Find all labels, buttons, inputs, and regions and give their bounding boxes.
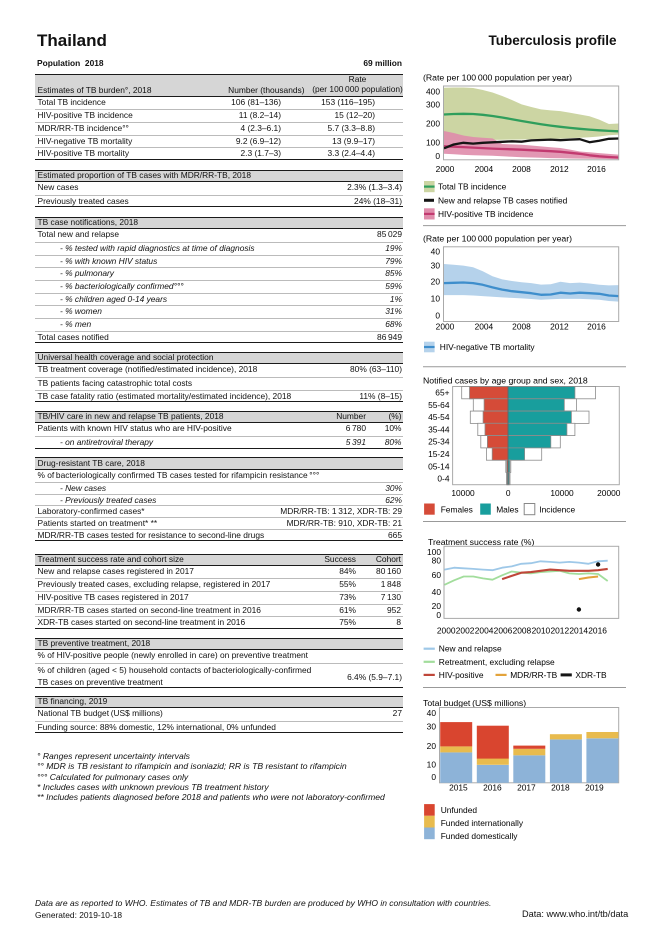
- svg-text:2018: 2018: [551, 783, 570, 793]
- svg-text:200: 200: [426, 119, 440, 129]
- svg-text:2012: 2012: [550, 322, 569, 332]
- svg-text:65+: 65+: [435, 388, 449, 398]
- svg-text:55-64: 55-64: [428, 400, 450, 410]
- svg-text:2004: 2004: [475, 322, 494, 332]
- svg-text:2008: 2008: [512, 164, 531, 174]
- svg-text:New and relapse: New and relapse: [439, 644, 502, 654]
- svg-text:20000: 20000: [597, 488, 621, 498]
- svg-text:30: 30: [431, 260, 441, 270]
- svg-text:10000: 10000: [451, 488, 475, 498]
- svg-text:Funded internationally: Funded internationally: [441, 818, 524, 828]
- svg-text:Unfunded: Unfunded: [441, 805, 478, 815]
- svg-text:2010: 2010: [532, 625, 551, 635]
- svg-text:0: 0: [431, 772, 436, 782]
- svg-text:40: 40: [427, 708, 437, 718]
- svg-text:2015: 2015: [449, 783, 468, 793]
- svg-text:HIV-positive TB incidence: HIV-positive TB incidence: [438, 209, 534, 219]
- svg-text:10: 10: [427, 759, 437, 769]
- svg-text:Males: Males: [496, 504, 518, 514]
- svg-text:2008: 2008: [513, 625, 532, 635]
- svg-text:2012: 2012: [550, 625, 569, 635]
- svg-text:400: 400: [426, 86, 440, 96]
- svg-text:2000: 2000: [436, 322, 455, 332]
- svg-text:0: 0: [506, 488, 511, 498]
- svg-text:Notified cases by age group an: Notified cases by age group and sex, 201…: [423, 376, 588, 386]
- svg-text:2008: 2008: [512, 322, 531, 332]
- svg-text:15-24: 15-24: [428, 449, 450, 459]
- svg-text:Funded domestically: Funded domestically: [441, 831, 519, 841]
- svg-text:Total budget (US$ millions): Total budget (US$ millions): [423, 698, 526, 708]
- svg-text:Retreatment, excluding relapse: Retreatment, excluding relapse: [439, 657, 555, 667]
- svg-text:2017: 2017: [517, 783, 536, 793]
- svg-text:(Rate per 100 000 population p: (Rate per 100 000 population per year): [423, 73, 572, 83]
- svg-text:HIV-negative TB mortality: HIV-negative TB mortality: [440, 342, 536, 352]
- svg-text:2019: 2019: [585, 783, 604, 793]
- svg-text:MDR/RR-TB: MDR/RR-TB: [510, 670, 557, 680]
- svg-text:Females: Females: [441, 504, 473, 514]
- svg-text:100: 100: [426, 137, 440, 147]
- svg-text:2006: 2006: [494, 625, 513, 635]
- svg-text:05-14: 05-14: [428, 461, 450, 471]
- svg-text:45-54: 45-54: [428, 412, 450, 422]
- svg-text:30: 30: [427, 721, 437, 731]
- svg-text:(Rate per 100 000 population p: (Rate per 100 000 population per year): [423, 233, 572, 243]
- svg-text:40: 40: [431, 246, 441, 256]
- svg-text:20: 20: [427, 741, 437, 751]
- svg-text:0: 0: [435, 310, 440, 320]
- svg-text:HIV-positive: HIV-positive: [439, 670, 484, 680]
- svg-text:2016: 2016: [483, 783, 502, 793]
- svg-text:2016: 2016: [588, 625, 607, 635]
- svg-text:60: 60: [432, 570, 442, 580]
- svg-text:20: 20: [431, 277, 441, 287]
- svg-text:300: 300: [426, 99, 440, 109]
- svg-text:2002: 2002: [456, 625, 475, 635]
- svg-text:Incidence: Incidence: [539, 504, 575, 514]
- svg-text:Total TB incidence: Total TB incidence: [438, 181, 507, 191]
- svg-text:2000: 2000: [436, 164, 455, 174]
- svg-text:20: 20: [432, 601, 442, 611]
- svg-text:2012: 2012: [550, 164, 569, 174]
- svg-text:100: 100: [427, 547, 441, 557]
- svg-text:10000: 10000: [550, 488, 574, 498]
- svg-text:2016: 2016: [587, 164, 606, 174]
- svg-text:35-44: 35-44: [428, 425, 450, 435]
- svg-text:0-4: 0-4: [437, 474, 449, 484]
- svg-text:2004: 2004: [475, 164, 494, 174]
- svg-text:2004: 2004: [475, 625, 494, 635]
- svg-text:Treatment success rate (%): Treatment success rate (%): [428, 537, 534, 547]
- svg-text:New and relapse TB cases notif: New and relapse TB cases notified: [438, 195, 568, 205]
- svg-text:0: 0: [435, 151, 440, 161]
- svg-text:25-34: 25-34: [428, 437, 450, 447]
- svg-text:2014: 2014: [569, 625, 588, 635]
- svg-text:2000: 2000: [437, 625, 456, 635]
- svg-text:80: 80: [432, 555, 442, 565]
- svg-text:0: 0: [436, 610, 441, 620]
- svg-text:40: 40: [432, 587, 442, 597]
- svg-text:10: 10: [431, 293, 441, 303]
- svg-text:2016: 2016: [587, 322, 606, 332]
- svg-text:XDR-TB: XDR-TB: [575, 670, 607, 680]
